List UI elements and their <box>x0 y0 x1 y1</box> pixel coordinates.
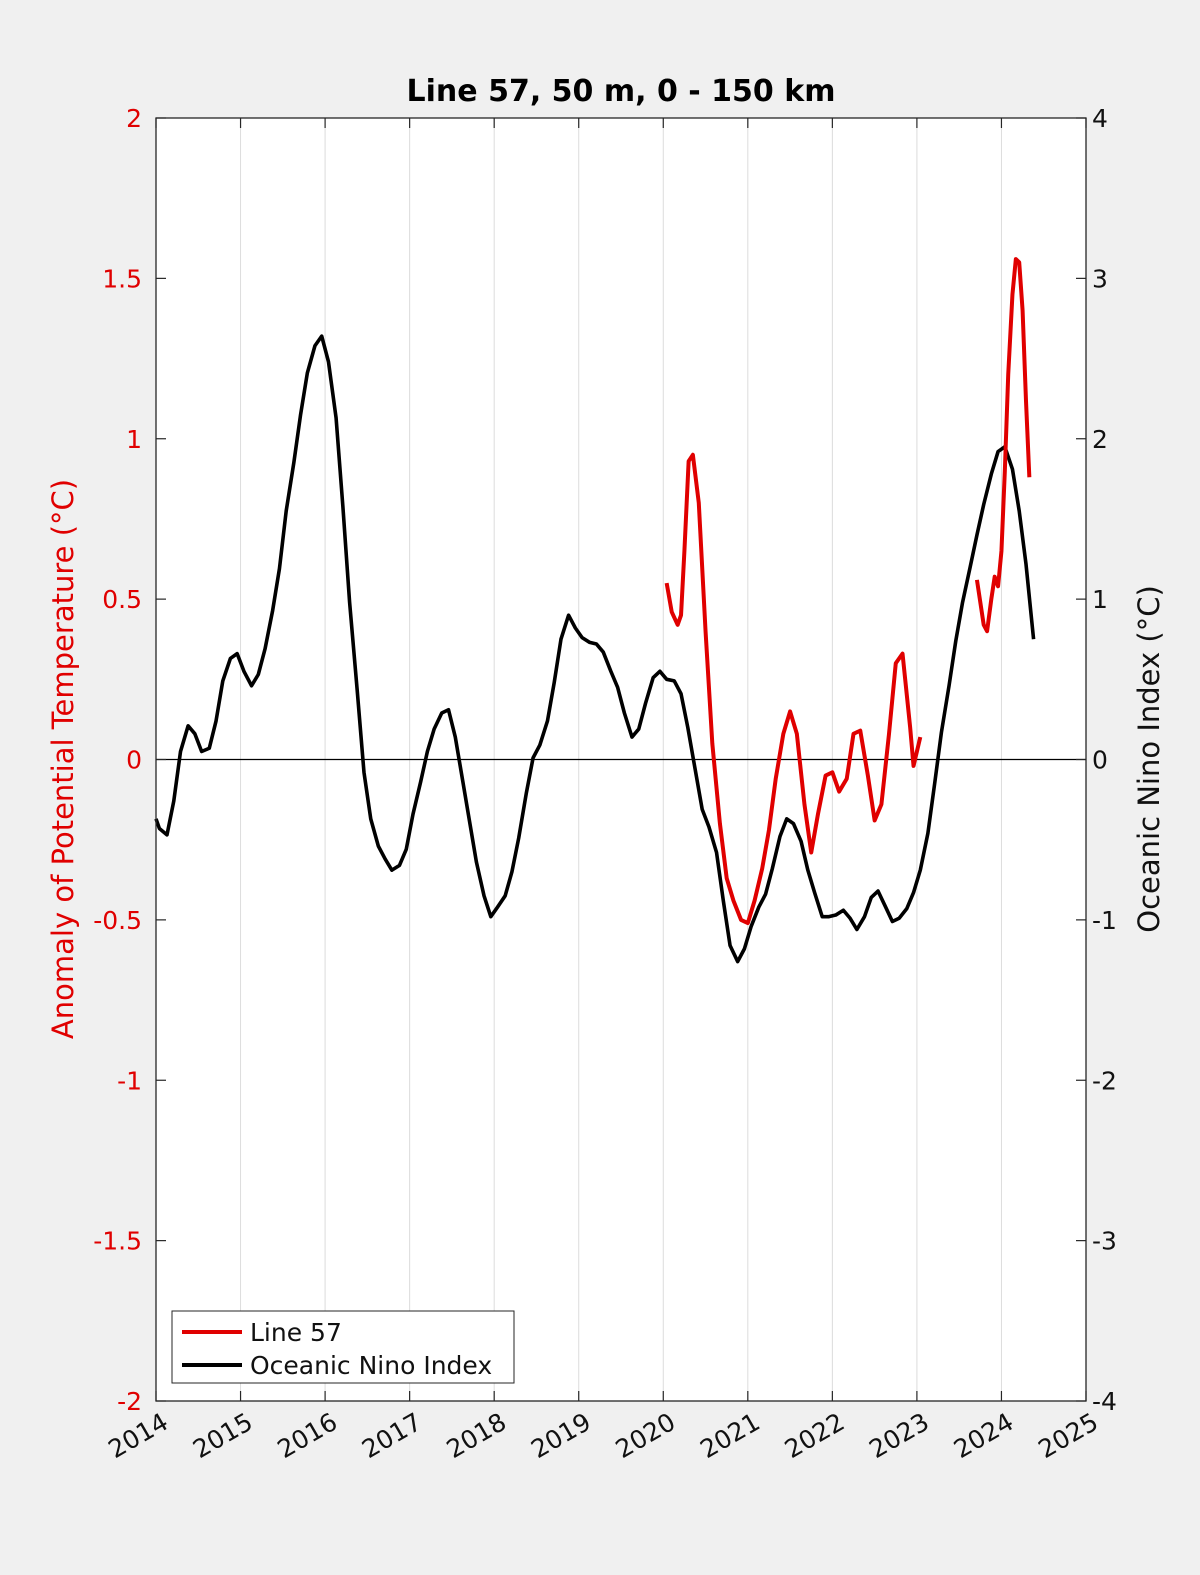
y-tick-label-right: -4 <box>1092 1387 1117 1416</box>
y-tick-label-right: -3 <box>1092 1227 1117 1256</box>
x-tick-label: 2017 <box>357 1407 427 1464</box>
chart-title: Line 57, 50 m, 0 - 150 km <box>407 74 836 109</box>
y-tick-label-left: 1 <box>126 425 142 454</box>
x-tick-label: 2019 <box>526 1407 596 1464</box>
y-tick-label-right: 0 <box>1092 746 1108 775</box>
y-tick-label-right: -1 <box>1092 906 1117 935</box>
y-tick-label-left: -1.5 <box>93 1227 142 1256</box>
y-axis-label-right: Oceanic Nino Index (°C) <box>1132 585 1166 933</box>
legend-label-oni: Oceanic Nino Index <box>250 1351 492 1380</box>
y-tick-label-left: -2 <box>117 1387 142 1416</box>
legend-box <box>171 1310 515 1384</box>
y-tick-label-left: 2 <box>126 104 142 133</box>
y-tick-label-right: 2 <box>1092 425 1108 454</box>
x-tick-label: 2021 <box>695 1407 765 1464</box>
x-tick-label: 2023 <box>864 1407 934 1464</box>
legend-label-line57: Line 57 <box>250 1318 342 1347</box>
y-tick-label-left: 0 <box>126 746 142 775</box>
oni-line-segment-1 <box>154 334 1036 964</box>
y-axis-label-left: Anomaly of Potential Temperature (°C) <box>46 479 80 1039</box>
y-tick-label-left: 0.5 <box>102 585 142 614</box>
x-tick-label: 2016 <box>272 1407 342 1464</box>
y-tick-label-left: -1 <box>117 1066 142 1095</box>
x-tick-label: 2024 <box>949 1407 1019 1464</box>
x-tick-label: 2015 <box>188 1407 258 1464</box>
x-tick-label: 2020 <box>611 1407 681 1464</box>
x-tick-label: 2018 <box>442 1407 512 1464</box>
y-tick-label-right: -2 <box>1092 1066 1117 1095</box>
y-tick-label-right: 4 <box>1092 104 1108 133</box>
y-tick-label-right: 3 <box>1092 264 1108 293</box>
y-tick-label-left: -0.5 <box>93 906 142 935</box>
x-tick-label: 2022 <box>780 1407 850 1464</box>
line57-line-segment-1 <box>664 452 923 926</box>
y-tick-label-left: 1.5 <box>102 264 142 293</box>
ticks <box>155 117 1087 1402</box>
series-layer <box>154 257 1036 964</box>
legend: Line 57 Oceanic Nino Index <box>171 1310 515 1384</box>
line57-line-segment-2 <box>974 257 1032 634</box>
y-tick-label-right: 1 <box>1092 585 1108 614</box>
